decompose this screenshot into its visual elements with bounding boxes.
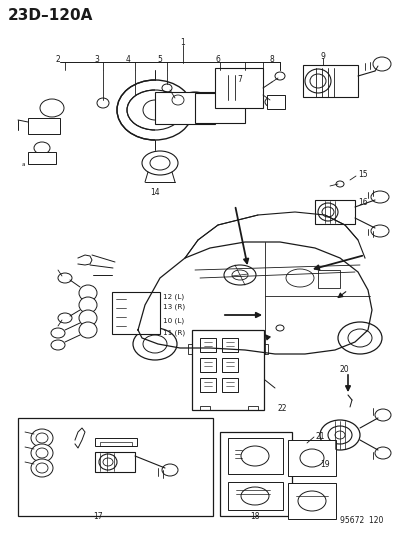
Text: 7: 7 [236, 75, 241, 84]
Bar [287, 440, 335, 476]
Bar [188, 344, 192, 354]
Ellipse shape [309, 74, 325, 88]
Ellipse shape [370, 225, 388, 237]
Ellipse shape [142, 151, 178, 175]
Ellipse shape [51, 340, 65, 350]
Bar [195, 93, 244, 123]
Ellipse shape [199, 96, 230, 120]
Text: 17: 17 [93, 512, 102, 521]
Text: 12 (L): 12 (L) [163, 293, 184, 300]
Text: 5: 5 [157, 55, 162, 64]
Bar [112, 292, 159, 334]
Text: 9: 9 [320, 52, 325, 61]
Bar [18, 418, 212, 516]
Text: 95672  120: 95672 120 [339, 516, 382, 525]
Ellipse shape [31, 444, 53, 462]
Bar [219, 432, 291, 516]
Text: a: a [22, 162, 26, 167]
Ellipse shape [58, 273, 72, 283]
Text: 13 (R): 13 (R) [163, 304, 185, 311]
Ellipse shape [34, 142, 50, 154]
Ellipse shape [285, 269, 313, 287]
Ellipse shape [79, 297, 97, 313]
Text: 8: 8 [269, 55, 274, 64]
Text: 22: 22 [277, 404, 287, 413]
Bar [247, 406, 257, 410]
Ellipse shape [133, 328, 177, 360]
Ellipse shape [183, 98, 206, 118]
Ellipse shape [79, 322, 97, 338]
Text: 16: 16 [357, 198, 367, 207]
Ellipse shape [372, 57, 390, 71]
Bar [228, 438, 282, 474]
Text: 23D–120A: 23D–120A [8, 8, 93, 23]
Text: 20: 20 [339, 365, 349, 374]
Text: 14: 14 [150, 188, 159, 197]
Text: 19: 19 [319, 460, 329, 469]
Ellipse shape [374, 409, 390, 421]
Ellipse shape [97, 98, 109, 108]
Ellipse shape [79, 310, 97, 326]
Bar [214, 68, 262, 108]
Bar [28, 152, 56, 164]
Ellipse shape [31, 459, 53, 477]
Bar [221, 338, 237, 352]
Ellipse shape [240, 446, 268, 466]
Bar [192, 330, 263, 410]
Text: 21: 21 [315, 432, 325, 441]
Ellipse shape [370, 191, 388, 203]
Ellipse shape [31, 429, 53, 447]
Ellipse shape [58, 313, 72, 323]
Bar [199, 358, 216, 372]
Ellipse shape [337, 322, 381, 354]
Ellipse shape [99, 454, 117, 470]
Ellipse shape [40, 99, 64, 117]
Bar [221, 358, 237, 372]
Ellipse shape [240, 487, 268, 505]
Bar [199, 338, 216, 352]
Ellipse shape [79, 285, 97, 301]
Bar [287, 483, 335, 519]
Text: 4: 4 [125, 55, 130, 64]
Bar [221, 378, 237, 392]
Text: 18: 18 [249, 512, 259, 521]
Bar [199, 406, 209, 410]
Ellipse shape [374, 447, 390, 459]
Ellipse shape [299, 449, 323, 467]
Ellipse shape [319, 420, 359, 450]
Bar [95, 452, 135, 472]
Text: 1: 1 [180, 38, 185, 47]
Ellipse shape [51, 328, 65, 338]
Bar [28, 118, 60, 134]
Ellipse shape [223, 265, 255, 285]
Ellipse shape [317, 203, 337, 221]
Ellipse shape [161, 464, 178, 476]
Ellipse shape [117, 80, 192, 140]
Text: 3: 3 [94, 55, 99, 64]
Bar [100, 442, 132, 446]
Ellipse shape [304, 69, 330, 93]
Bar [266, 95, 284, 109]
Text: 11 (R): 11 (R) [163, 329, 185, 335]
Bar [154, 92, 214, 124]
Ellipse shape [142, 100, 166, 120]
Bar [95, 438, 137, 446]
Text: 10 (L): 10 (L) [163, 318, 184, 325]
Ellipse shape [175, 92, 214, 124]
Ellipse shape [127, 90, 183, 130]
Bar [263, 344, 267, 354]
Ellipse shape [297, 491, 325, 511]
Ellipse shape [206, 101, 223, 115]
Text: 15: 15 [357, 170, 367, 179]
Ellipse shape [327, 426, 351, 444]
Text: 6: 6 [215, 55, 220, 64]
Bar [317, 270, 339, 288]
Text: 2: 2 [55, 55, 60, 64]
Bar [228, 482, 282, 510]
Bar [302, 65, 357, 97]
Bar [199, 378, 216, 392]
Bar [314, 200, 354, 224]
